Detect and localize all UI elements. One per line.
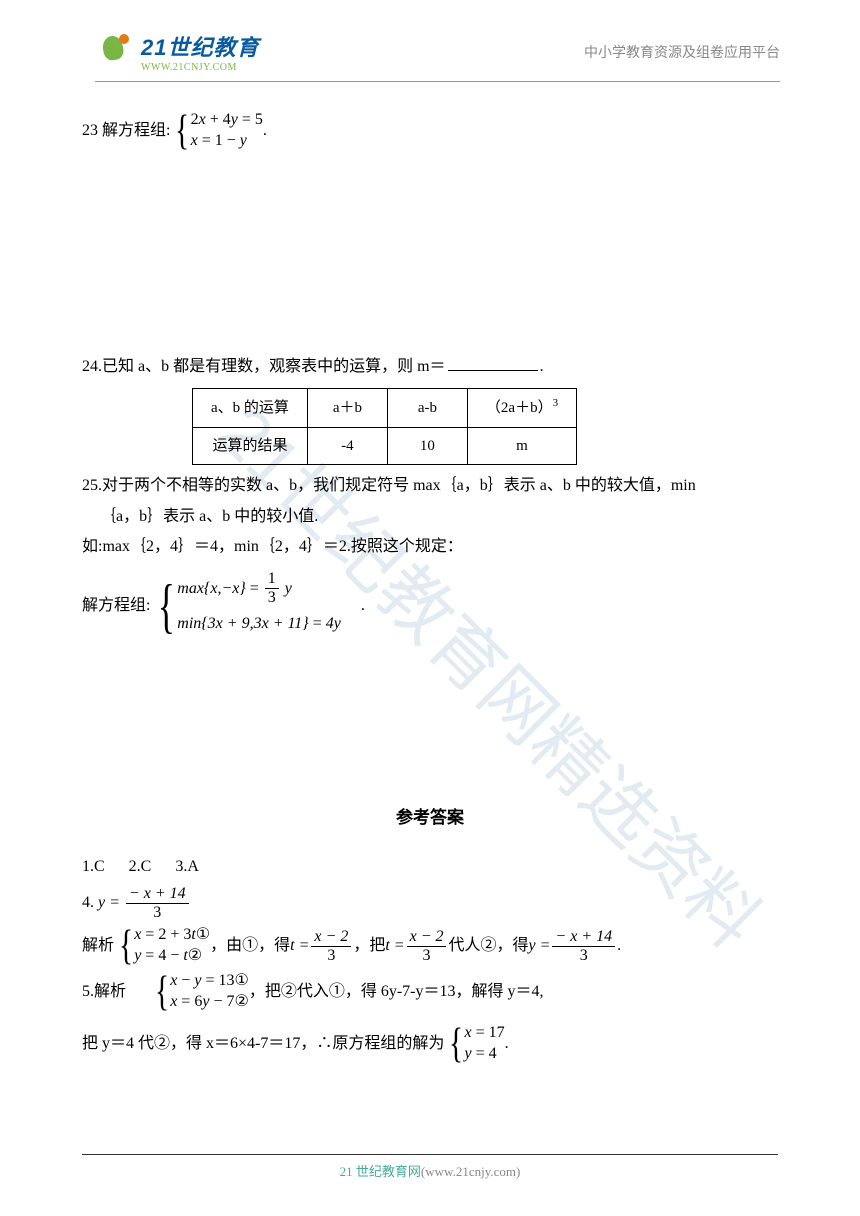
q23-eq2-rhs: 1 − y bbox=[215, 132, 247, 149]
brace-icon: { bbox=[449, 1023, 463, 1065]
footer-divider bbox=[82, 1154, 778, 1155]
q25-line2: 如:max｛2，4｝＝4，min｛2，4｝＝2.按照这个规定： bbox=[82, 532, 778, 562]
footer-url: (www.21cnjy.com) bbox=[421, 1164, 520, 1179]
q24-text: 24.已知 a、b 都是有理数，观察表中的运算，则 m＝ bbox=[82, 358, 446, 375]
answer-1-3: 1.C 2.C 3.A bbox=[82, 852, 778, 882]
table-cell: a-b bbox=[387, 389, 467, 428]
q23-prefix: 23 解方程组: bbox=[82, 116, 170, 146]
q25-suffix: . bbox=[361, 591, 365, 621]
q25-eq1: max{x,−x} = 13 y bbox=[177, 571, 341, 607]
page-header: 21世纪教育 WWW.21CNJY.COM 中小学教育资源及组卷应用平台 bbox=[0, 0, 860, 81]
table-cell: -4 bbox=[307, 427, 387, 465]
question-24: 24.已知 a、b 都是有理数，观察表中的运算，则 m＝. a、b 的运算 a＋… bbox=[82, 352, 778, 465]
q25-prefix: 解方程组: bbox=[82, 591, 150, 621]
answer-5-line2: 把 y＝4 代②，得 x＝6×4-7＝17，∴原方程组的解为 { x = 17 … bbox=[82, 1023, 778, 1065]
q25-line1: 25.对于两个不相等的实数 a、b，我们规定符号 max｛a，b｝表示 a、b … bbox=[82, 471, 778, 501]
answer-5: 5.解析 { x − y = 13① x = 6y − 7② ，把②代入①，得 … bbox=[82, 971, 778, 1013]
brace-icon: { bbox=[175, 110, 189, 152]
table-cell: （2a＋b）3 bbox=[467, 389, 576, 428]
table-cell: a、b 的运算 bbox=[193, 389, 308, 428]
footer-brand: 21 世纪教育网 bbox=[340, 1164, 421, 1179]
table-cell: 运算的结果 bbox=[193, 427, 308, 465]
table-row: 运算的结果 -4 10 m bbox=[193, 427, 577, 465]
q23-eq2-lhs: x bbox=[191, 132, 198, 149]
question-23: 23 解方程组: { 2x + 4y = 5 x = 1 − y . bbox=[82, 110, 778, 152]
brace-icon: { bbox=[155, 971, 169, 1013]
page-footer: 21 世纪教育网(www.21cnjy.com) bbox=[82, 1154, 778, 1180]
answer-4-analysis: 解析 { x = 2 + 3t① y = 4 − t② ，由①，得 t = x … bbox=[82, 925, 778, 967]
q25-eq2: min{3x + 9,3x + 11} = 4y bbox=[177, 606, 341, 641]
q24-table: a、b 的运算 a＋b a-b （2a＋b）3 运算的结果 -4 10 m bbox=[192, 388, 577, 465]
blank-fill bbox=[448, 370, 538, 371]
brace-icon: { bbox=[158, 576, 175, 636]
logo-title: 21世纪教育 bbox=[141, 30, 259, 62]
answer-4: 4. y = − x + 143 bbox=[82, 886, 778, 921]
header-subtitle: 中小学教育资源及组卷应用平台 bbox=[584, 42, 780, 62]
table-row: a、b 的运算 a＋b a-b （2a＋b）3 bbox=[193, 389, 577, 428]
document-body: 23 解方程组: { 2x + 4y = 5 x = 1 − y . 24.已知… bbox=[0, 82, 860, 1065]
logo-icon bbox=[95, 34, 135, 70]
q24-period: . bbox=[540, 358, 544, 375]
q23-suffix: . bbox=[263, 116, 267, 146]
table-cell: m bbox=[467, 427, 576, 465]
brace-icon: { bbox=[119, 925, 133, 967]
answers-heading: 参考答案 bbox=[82, 802, 778, 834]
table-cell: 10 bbox=[387, 427, 467, 465]
q23-eq1-lhs: 2x + 4y bbox=[191, 111, 238, 128]
table-cell: a＋b bbox=[307, 389, 387, 428]
q23-eq1-rhs: 5 bbox=[255, 111, 263, 128]
logo-url: WWW.21CNJY.COM bbox=[141, 62, 259, 73]
logo: 21世纪教育 WWW.21CNJY.COM bbox=[95, 30, 259, 73]
question-25: 25.对于两个不相等的实数 a、b，我们规定符号 max｛a，b｝表示 a、b … bbox=[82, 471, 778, 641]
q25-line1b: ｛a，b｝表示 a、b 中的较小值. bbox=[82, 502, 778, 532]
